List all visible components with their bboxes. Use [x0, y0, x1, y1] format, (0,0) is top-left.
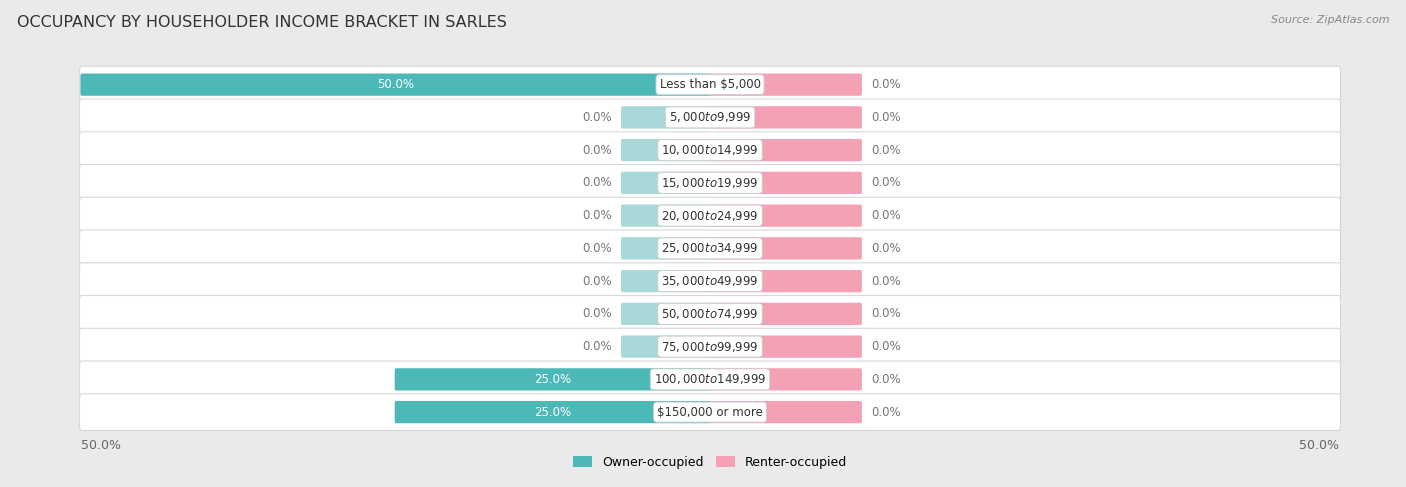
Text: 0.0%: 0.0%: [582, 176, 612, 189]
Text: $20,000 to $24,999: $20,000 to $24,999: [661, 208, 759, 223]
FancyBboxPatch shape: [80, 328, 1340, 365]
Text: 0.0%: 0.0%: [582, 275, 612, 288]
Text: 0.0%: 0.0%: [870, 209, 901, 222]
Text: 50.0%: 50.0%: [377, 78, 415, 91]
FancyBboxPatch shape: [80, 263, 1340, 300]
Text: 0.0%: 0.0%: [870, 307, 901, 320]
FancyBboxPatch shape: [80, 296, 1340, 332]
FancyBboxPatch shape: [80, 394, 1340, 431]
Text: 25.0%: 25.0%: [534, 406, 571, 419]
Text: $150,000 or more: $150,000 or more: [657, 406, 763, 419]
FancyBboxPatch shape: [621, 172, 711, 194]
FancyBboxPatch shape: [80, 132, 1340, 169]
Legend: Owner-occupied, Renter-occupied: Owner-occupied, Renter-occupied: [568, 451, 852, 474]
FancyBboxPatch shape: [709, 74, 862, 96]
FancyBboxPatch shape: [709, 303, 862, 325]
Text: OCCUPANCY BY HOUSEHOLDER INCOME BRACKET IN SARLES: OCCUPANCY BY HOUSEHOLDER INCOME BRACKET …: [17, 15, 506, 30]
Text: 0.0%: 0.0%: [582, 340, 612, 353]
Text: $10,000 to $14,999: $10,000 to $14,999: [661, 143, 759, 157]
Text: 0.0%: 0.0%: [870, 111, 901, 124]
Text: $5,000 to $9,999: $5,000 to $9,999: [669, 111, 751, 124]
Text: $15,000 to $19,999: $15,000 to $19,999: [661, 176, 759, 190]
FancyBboxPatch shape: [709, 205, 862, 227]
Text: 0.0%: 0.0%: [870, 406, 901, 419]
Text: 0.0%: 0.0%: [582, 242, 612, 255]
FancyBboxPatch shape: [80, 230, 1340, 267]
FancyBboxPatch shape: [395, 401, 711, 423]
Text: 0.0%: 0.0%: [870, 176, 901, 189]
FancyBboxPatch shape: [80, 66, 1340, 103]
FancyBboxPatch shape: [709, 401, 862, 423]
FancyBboxPatch shape: [80, 361, 1340, 398]
FancyBboxPatch shape: [621, 303, 711, 325]
Text: 0.0%: 0.0%: [582, 209, 612, 222]
FancyBboxPatch shape: [709, 139, 862, 161]
FancyBboxPatch shape: [80, 99, 1340, 136]
Text: 0.0%: 0.0%: [870, 373, 901, 386]
FancyBboxPatch shape: [709, 237, 862, 260]
Text: Source: ZipAtlas.com: Source: ZipAtlas.com: [1271, 15, 1389, 25]
Text: $100,000 to $149,999: $100,000 to $149,999: [654, 373, 766, 386]
FancyBboxPatch shape: [395, 368, 711, 391]
Text: 0.0%: 0.0%: [870, 242, 901, 255]
Text: $25,000 to $34,999: $25,000 to $34,999: [661, 242, 759, 255]
FancyBboxPatch shape: [80, 165, 1340, 201]
Text: 0.0%: 0.0%: [582, 144, 612, 157]
Text: 0.0%: 0.0%: [582, 307, 612, 320]
FancyBboxPatch shape: [709, 270, 862, 292]
Text: 0.0%: 0.0%: [870, 144, 901, 157]
Text: 50.0%: 50.0%: [82, 439, 121, 452]
Text: $50,000 to $74,999: $50,000 to $74,999: [661, 307, 759, 321]
Text: 0.0%: 0.0%: [582, 111, 612, 124]
Text: $75,000 to $99,999: $75,000 to $99,999: [661, 339, 759, 354]
FancyBboxPatch shape: [621, 270, 711, 292]
FancyBboxPatch shape: [80, 197, 1340, 234]
FancyBboxPatch shape: [709, 172, 862, 194]
FancyBboxPatch shape: [709, 368, 862, 391]
Text: $35,000 to $49,999: $35,000 to $49,999: [661, 274, 759, 288]
Text: Less than $5,000: Less than $5,000: [659, 78, 761, 91]
FancyBboxPatch shape: [621, 205, 711, 227]
Text: 0.0%: 0.0%: [870, 340, 901, 353]
FancyBboxPatch shape: [80, 74, 711, 96]
Text: 25.0%: 25.0%: [534, 373, 571, 386]
FancyBboxPatch shape: [709, 336, 862, 358]
Text: 0.0%: 0.0%: [870, 275, 901, 288]
FancyBboxPatch shape: [621, 139, 711, 161]
Text: 0.0%: 0.0%: [870, 78, 901, 91]
FancyBboxPatch shape: [621, 237, 711, 260]
FancyBboxPatch shape: [621, 106, 711, 129]
Text: 50.0%: 50.0%: [1299, 439, 1339, 452]
FancyBboxPatch shape: [621, 336, 711, 358]
FancyBboxPatch shape: [709, 106, 862, 129]
